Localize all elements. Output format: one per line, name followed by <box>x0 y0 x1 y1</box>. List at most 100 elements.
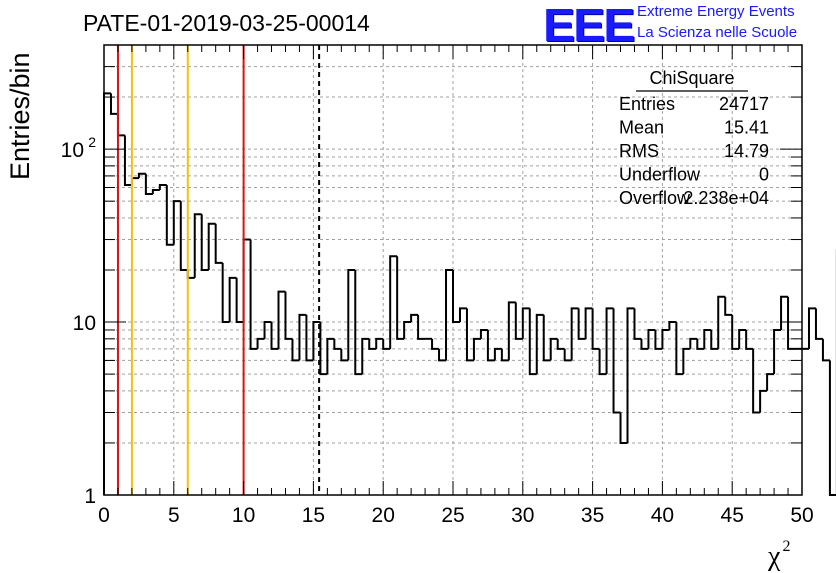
x-tick-label: 10 <box>232 504 255 527</box>
x-tick-label: 25 <box>441 504 464 527</box>
histogram-bin <box>514 302 523 340</box>
stats-row-value: 2.238e+04 <box>683 188 769 208</box>
histogram-bin <box>479 328 488 339</box>
x-tick-label: 35 <box>581 504 604 527</box>
histogram-bin <box>500 348 509 362</box>
marker-lines <box>116 45 321 495</box>
histogram-bin <box>703 328 712 349</box>
histogram-bin <box>807 307 816 349</box>
histogram-bin <box>326 337 335 375</box>
histogram-bin <box>598 348 607 376</box>
histogram-bin <box>668 321 677 330</box>
histogram-bin <box>528 308 537 376</box>
histogram-bin <box>507 301 516 361</box>
stats-name: ChiSquare <box>649 68 734 88</box>
logo-line-2: La Scienza nelle Scuole <box>637 24 798 41</box>
histogram-bin <box>828 360 836 496</box>
histogram-bin <box>270 322 279 350</box>
histogram-bin <box>752 348 761 414</box>
histogram-bin <box>780 295 789 330</box>
x-tick-label: 15 <box>302 504 325 527</box>
histogram-bin <box>535 313 544 375</box>
histogram-bin <box>354 270 363 376</box>
histogram-bin <box>452 270 460 324</box>
x-tick-label: 0 <box>98 504 110 527</box>
x-tick-label: 45 <box>721 504 744 527</box>
histogram-bin <box>298 313 307 361</box>
histogram-bin <box>137 172 146 179</box>
histogram-bin <box>445 269 453 361</box>
histogram-bin <box>249 239 258 350</box>
histogram-bin <box>242 238 251 323</box>
x-tick-label: 20 <box>372 504 395 527</box>
y-axis-label: Entries/bin <box>5 52 35 180</box>
histogram-bin <box>724 296 733 316</box>
histogram-bin <box>158 184 167 191</box>
stats-row-label: Overflow <box>619 188 691 208</box>
histogram-bin <box>675 322 684 376</box>
histogram-bin <box>542 314 551 362</box>
histogram-bin <box>563 348 572 362</box>
histogram-bin <box>633 308 642 340</box>
x-tick-label: 30 <box>511 504 534 527</box>
y-tick-label: 10 <box>73 312 96 335</box>
stats-box: ChiSquare Entries 24717 Mean 15.41 RMS 14.79 Un… <box>619 68 769 208</box>
histogram-bin <box>773 328 782 375</box>
histogram-bin <box>305 314 314 362</box>
histogram-bin <box>821 338 830 362</box>
stats-row-label: Underflow <box>619 165 701 185</box>
grid <box>104 45 802 495</box>
histogram-bin <box>431 338 440 350</box>
histogram-bin <box>403 321 412 339</box>
histogram-bin <box>151 189 160 195</box>
histogram-bin <box>465 308 474 362</box>
histogram-bin <box>284 291 293 340</box>
histogram-bin <box>647 328 656 349</box>
histogram-bin <box>165 185 174 246</box>
stats-row-value: 24717 <box>719 94 769 114</box>
x-axis-label-base: χ <box>768 541 781 572</box>
histogram-bin <box>458 307 467 323</box>
histogram-bin <box>256 337 265 349</box>
histogram-bin <box>570 307 579 361</box>
histogram-bin <box>438 348 447 362</box>
histogram-bin <box>661 328 670 349</box>
histogram-bin <box>549 337 558 361</box>
histogram-bin <box>493 347 502 361</box>
histogram-bin <box>584 307 593 339</box>
histogram-bin <box>556 338 565 350</box>
histogram-bin <box>368 338 377 350</box>
histogram-bin <box>179 201 188 271</box>
histogram-bin <box>291 338 300 362</box>
histogram-bin <box>312 321 321 361</box>
histogram-bin <box>333 338 342 350</box>
histogram-bin <box>696 338 705 350</box>
histogram-bin <box>347 269 356 361</box>
histogram-bin <box>214 223 223 264</box>
histogram-bin <box>361 337 370 375</box>
histogram-bin <box>619 412 628 444</box>
histogram-bin <box>172 200 181 245</box>
histogram-bin <box>682 347 691 375</box>
y-tick-label: 1 <box>84 485 96 508</box>
histogram-bin <box>766 373 775 391</box>
histogram-bin <box>745 329 754 350</box>
histogram-bin <box>591 308 600 350</box>
histogram-bin <box>221 262 230 324</box>
histogram-bin <box>193 213 202 278</box>
histogram-bin <box>144 173 153 196</box>
x-axis-label-sup: 2 <box>782 538 791 555</box>
stats-row-label: Entries <box>619 94 675 114</box>
histogram-bin <box>731 314 740 350</box>
histogram-bin <box>116 113 125 137</box>
histogram-bin <box>410 313 419 323</box>
histogram-bin <box>207 222 216 270</box>
histogram-bin <box>396 256 405 340</box>
histogram-bin <box>814 308 823 340</box>
x-tick-label: 50 <box>790 504 813 527</box>
stats-row-label: RMS <box>619 141 659 161</box>
histogram-bin <box>263 321 272 339</box>
histogram-bin <box>382 338 391 350</box>
